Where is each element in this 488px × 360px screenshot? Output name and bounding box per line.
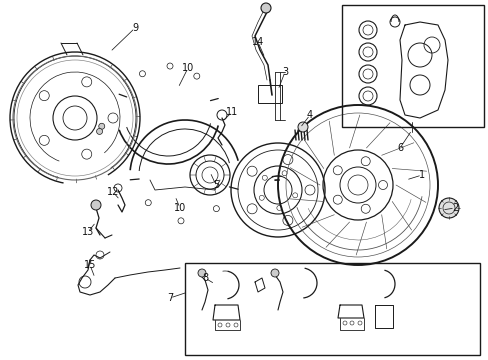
Text: 1: 1 [418,170,424,180]
Circle shape [438,198,458,218]
Text: 7: 7 [166,293,173,303]
Text: 6: 6 [396,143,402,153]
Text: 10: 10 [174,203,186,213]
Text: 11: 11 [225,107,238,117]
Bar [184,263,479,355]
Circle shape [198,269,205,277]
Circle shape [99,123,104,129]
Text: 9: 9 [132,23,138,33]
Text: 13: 13 [81,227,94,237]
Text: 15: 15 [83,260,96,270]
Circle shape [297,122,307,132]
Text: 3: 3 [282,67,287,77]
Text: 4: 4 [306,110,312,120]
Text: 8: 8 [202,273,207,283]
Circle shape [270,269,279,277]
Text: 12: 12 [106,187,119,197]
Text: 14: 14 [251,37,264,47]
Text: 10: 10 [182,63,194,73]
Circle shape [91,200,101,210]
Circle shape [96,129,102,134]
Text: 5: 5 [212,180,219,190]
Circle shape [261,3,270,13]
Bar [258,85,282,103]
Bar [341,5,483,127]
Text: 2: 2 [451,203,457,213]
